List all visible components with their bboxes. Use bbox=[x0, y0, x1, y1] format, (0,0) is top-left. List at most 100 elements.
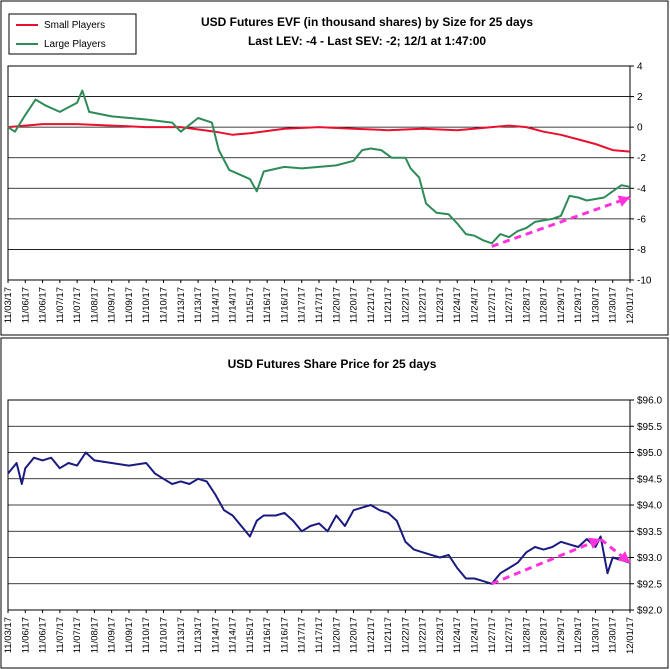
x-tick-label: 11/24/17 bbox=[452, 617, 463, 653]
x-tick-label: 11/24/17 bbox=[470, 617, 481, 653]
series-line-price bbox=[7, 451, 631, 585]
x-tick-label: 11/17/17 bbox=[314, 287, 325, 323]
x-tick-label: 11/16/17 bbox=[279, 617, 290, 653]
x-tick-label: 11/23/17 bbox=[435, 617, 446, 653]
x-tick-label: 11/30/17 bbox=[590, 287, 601, 323]
x-tick-label: 11/30/17 bbox=[608, 287, 619, 323]
x-tick-label: 11/21/17 bbox=[366, 617, 377, 653]
x-tick-label: 11/28/17 bbox=[539, 287, 550, 323]
x-tick-label: 11/29/17 bbox=[556, 617, 567, 653]
x-tick-label: 11/13/17 bbox=[176, 617, 187, 653]
y-tick-label: $95.0 bbox=[637, 448, 662, 459]
top-chart-subtitle: Last LEV: -4 - Last SEV: -2; 12/1 at 1:4… bbox=[248, 34, 486, 48]
y-tick-label: 2 bbox=[637, 92, 643, 103]
x-tick-label: 11/06/17 bbox=[20, 617, 31, 653]
y-tick-label: -8 bbox=[637, 245, 646, 256]
x-tick-label: 11/14/17 bbox=[228, 617, 239, 653]
x-tick-label: 11/07/17 bbox=[55, 617, 66, 653]
x-tick-label: 11/14/17 bbox=[210, 617, 221, 653]
x-tick-label: 11/16/17 bbox=[262, 287, 273, 323]
x-tick-label: 11/15/17 bbox=[245, 617, 256, 653]
x-tick-label: 11/10/17 bbox=[141, 617, 152, 653]
y-tick-label: 0 bbox=[637, 123, 643, 134]
x-tick-label: 11/10/17 bbox=[159, 617, 170, 653]
x-tick-label: 11/30/17 bbox=[608, 617, 619, 653]
x-tick-label: 11/28/17 bbox=[521, 617, 532, 653]
x-tick-label: 11/07/17 bbox=[55, 287, 66, 323]
x-tick-label: 11/13/17 bbox=[176, 287, 187, 323]
x-tick-label: 11/06/17 bbox=[38, 287, 49, 323]
x-tick-label: 11/08/17 bbox=[89, 287, 100, 323]
x-tick-label: 11/22/17 bbox=[418, 617, 429, 653]
x-tick-label: 11/06/17 bbox=[38, 617, 49, 653]
x-tick-label: 11/09/17 bbox=[124, 617, 135, 653]
x-tick-label: 11/28/17 bbox=[539, 617, 550, 653]
y-tick-label: 4 bbox=[637, 62, 643, 73]
x-tick-label: 11/23/17 bbox=[435, 287, 446, 323]
y-tick-label: -2 bbox=[637, 153, 646, 164]
top-plot-area: 4 2 0 -2 -4 -6 -8 -10 11/03/17 11/06/17 11/06/17 11… bbox=[3, 62, 652, 324]
x-tick-label: 11/22/17 bbox=[400, 617, 411, 653]
x-tick-label: 11/07/17 bbox=[72, 617, 83, 653]
y-tick-label: $94.5 bbox=[637, 474, 662, 485]
x-tick-label: 11/24/17 bbox=[452, 287, 463, 323]
x-tick-label: 11/21/17 bbox=[383, 287, 394, 323]
x-tick-label: 11/30/17 bbox=[590, 617, 601, 653]
bottom-plot-area: $96.0 $95.5 $95.0 $94.5 $94.0 $93.5 $93.0 $92.5… bbox=[3, 396, 662, 654]
x-tick-label: 11/10/17 bbox=[159, 287, 170, 323]
y-tick-label: $92.0 bbox=[637, 606, 662, 617]
x-tick-label: 11/29/17 bbox=[573, 617, 584, 653]
legend-box bbox=[8, 13, 137, 55]
x-tick-label: 11/09/17 bbox=[124, 287, 135, 323]
top-chart-title: USD Futures EVF (in thousand shares) by … bbox=[201, 15, 533, 29]
x-tick-label: 11/08/17 bbox=[89, 617, 100, 653]
trend-arrow-line bbox=[491, 537, 602, 586]
x-tick-label: 11/17/17 bbox=[297, 287, 308, 323]
y-tick-label: $95.5 bbox=[637, 422, 662, 433]
y-tick-label: $92.5 bbox=[637, 579, 662, 590]
x-tick-label: 11/17/17 bbox=[297, 617, 308, 653]
trend-arrow-line bbox=[599, 537, 631, 564]
x-tick-label: 11/27/17 bbox=[487, 617, 498, 653]
x-tick-label: 11/20/17 bbox=[331, 617, 342, 653]
x-tick-label: 11/27/17 bbox=[487, 287, 498, 323]
y-tick-label: -4 bbox=[637, 184, 646, 195]
y-tick-label: $94.0 bbox=[637, 501, 662, 512]
x-tick-label: 11/20/17 bbox=[349, 617, 360, 653]
x-tick-label: 11/29/17 bbox=[556, 287, 567, 323]
x-tick-label: 11/21/17 bbox=[366, 287, 377, 323]
legend-label-large-players: Large Players bbox=[44, 39, 106, 50]
trend-arrow-head bbox=[617, 195, 630, 207]
x-tick-label: 11/20/17 bbox=[331, 287, 342, 323]
y-tick-label: $93.5 bbox=[637, 527, 662, 538]
x-tick-label: 11/14/17 bbox=[228, 287, 239, 323]
x-tick-label: 11/20/17 bbox=[349, 287, 360, 323]
trend-arrow-head bbox=[617, 551, 630, 563]
bottom-chart-title: USD Futures Share Price for 25 days bbox=[228, 357, 437, 371]
x-tick-label: 11/14/17 bbox=[210, 287, 221, 323]
x-tick-label: 11/17/17 bbox=[314, 617, 325, 653]
x-tick-label: 11/22/17 bbox=[418, 287, 429, 323]
trend-arrow-line bbox=[491, 196, 631, 248]
x-tick-label: 11/09/17 bbox=[107, 287, 118, 323]
legend-label-small-players: Small Players bbox=[44, 20, 105, 31]
top-panel-frame bbox=[0, 0, 669, 336]
x-tick-label: 11/29/17 bbox=[573, 287, 584, 323]
x-tick-label: 11/16/17 bbox=[262, 617, 273, 653]
x-tick-label: 11/27/17 bbox=[504, 287, 515, 323]
y-tick-label: $93.0 bbox=[637, 553, 662, 564]
x-tick-label: 12/01/17 bbox=[625, 287, 636, 324]
x-tick-label: 11/28/17 bbox=[521, 287, 532, 323]
x-tick-label: 11/03/17 bbox=[3, 617, 14, 653]
y-tick-label: $96.0 bbox=[637, 396, 662, 407]
x-tick-label: 11/09/17 bbox=[107, 617, 118, 653]
x-tick-label: 11/13/17 bbox=[193, 287, 204, 323]
x-tick-label: 11/06/17 bbox=[20, 287, 31, 323]
y-tick-label: -6 bbox=[637, 214, 646, 225]
series-line-large-players bbox=[7, 89, 631, 245]
x-tick-label: 11/27/17 bbox=[504, 617, 515, 653]
y-tick-label: -10 bbox=[637, 276, 652, 287]
x-tick-label: 11/24/17 bbox=[470, 287, 481, 323]
series-line-small-players bbox=[7, 123, 631, 153]
